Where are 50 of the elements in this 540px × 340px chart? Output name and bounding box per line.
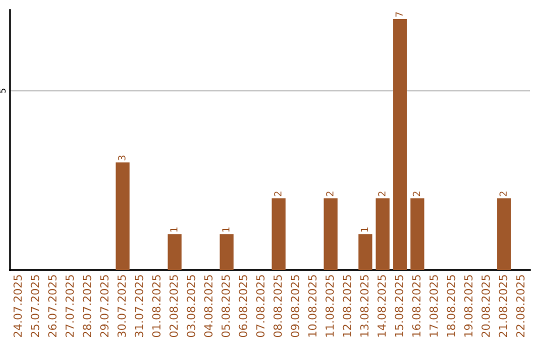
x-tick-label: 19.08.2025 — [464, 275, 473, 337]
x-tick-label: 31.07.2025 — [134, 275, 144, 337]
x-tick-label: 14.08.2025 — [377, 275, 386, 337]
data-label: 1 — [170, 227, 178, 232]
x-tick-label: 08.08.2025 — [273, 275, 282, 338]
x-tick-label: 27.07.2025 — [65, 275, 74, 337]
x-tick-label: 25.07.2025 — [30, 275, 40, 337]
bar — [220, 234, 234, 270]
x-tick-label: 12.08.2025 — [342, 275, 352, 337]
x-tick-label: 17.08.2025 — [429, 275, 438, 337]
x-tick-label: 20.08.2025 — [481, 275, 490, 337]
x-tick-label: 22.08.2025 — [516, 275, 525, 337]
data-label: 2 — [378, 192, 386, 196]
x-tick-label: 24.07.2025 — [13, 275, 22, 337]
bar — [116, 162, 130, 270]
data-label: 1 — [360, 227, 368, 232]
data-label: 7 — [396, 12, 403, 17]
bar — [168, 234, 182, 270]
x-tick-label: 04.08.2025 — [204, 275, 213, 338]
data-label: 3 — [118, 156, 126, 160]
data-label: 2 — [499, 192, 507, 196]
x-tick-label: 28.07.2025 — [82, 275, 92, 337]
data-label: 2 — [274, 192, 282, 196]
x-tick-label: 29.07.2025 — [100, 275, 109, 337]
x-tick-label: 01.08.2025 — [152, 275, 161, 338]
bar — [324, 198, 338, 270]
x-tick-label: 03.08.2025 — [186, 275, 196, 338]
bar — [358, 234, 372, 270]
x-tick-label: 09.08.2025 — [290, 275, 300, 338]
x-tick-label: 06.08.2025 — [238, 275, 248, 338]
x-tick-label: 16.08.2025 — [412, 275, 421, 337]
x-tick-label: 30.07.2025 — [117, 275, 126, 337]
bar — [393, 18, 407, 270]
data-label: 1 — [222, 227, 230, 232]
data-label: 2 — [412, 192, 420, 196]
bar — [410, 198, 424, 270]
data-label: 2 — [326, 192, 334, 196]
bar — [376, 198, 390, 270]
x-tick-label: 13.08.2025 — [360, 275, 369, 337]
x-tick-label: 07.08.2025 — [256, 275, 265, 338]
x-tick-label: 26.07.2025 — [48, 275, 57, 337]
x-tick-label: 11.08.2025 — [325, 275, 334, 337]
x-tick-label: 10.08.2025 — [308, 275, 317, 337]
bar — [497, 198, 511, 270]
x-tick-label: 02.08.2025 — [169, 275, 178, 338]
bar — [272, 198, 286, 270]
x-tick-label: 05.08.2025 — [221, 275, 230, 338]
x-tick-label: 21.08.2025 — [498, 275, 508, 337]
x-tick-label: 18.08.2025 — [446, 275, 456, 337]
x-tick-label: 15.08.2025 — [394, 275, 404, 337]
